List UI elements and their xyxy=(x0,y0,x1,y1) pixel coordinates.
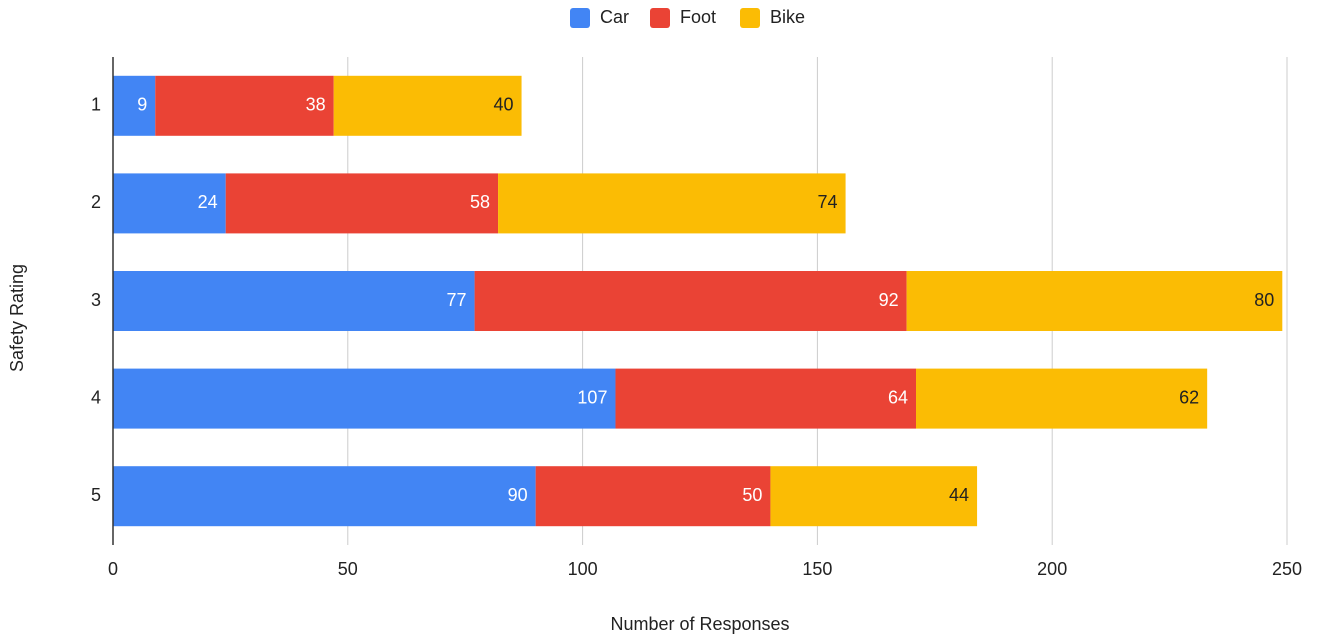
y-tick-label: 2 xyxy=(91,192,101,212)
data-label: 80 xyxy=(1254,290,1274,310)
data-label: 38 xyxy=(306,95,326,115)
data-label: 74 xyxy=(818,192,838,212)
bar-segment xyxy=(113,271,475,331)
x-tick-label: 50 xyxy=(338,559,358,579)
data-label: 62 xyxy=(1179,387,1199,407)
data-label: 58 xyxy=(470,192,490,212)
x-tick-label: 250 xyxy=(1272,559,1302,579)
y-tick-label: 3 xyxy=(91,290,101,310)
bar-segment xyxy=(770,466,978,527)
bar-segment xyxy=(225,173,499,234)
x-tick-label: 0 xyxy=(108,559,118,579)
legend-label: Bike xyxy=(770,7,805,27)
legend-swatch xyxy=(570,8,590,28)
bar-segment xyxy=(155,75,334,136)
y-tick-label: 5 xyxy=(91,485,101,505)
legend-swatch xyxy=(650,8,670,28)
data-label: 50 xyxy=(742,485,762,505)
data-label: 92 xyxy=(879,290,899,310)
bar-segment xyxy=(113,75,156,136)
x-tick-label: 150 xyxy=(802,559,832,579)
data-label: 107 xyxy=(577,387,607,407)
bar-segment xyxy=(498,173,846,234)
bar-segment xyxy=(474,271,907,331)
legend-label: Car xyxy=(600,7,629,27)
y-tick-label: 4 xyxy=(91,387,101,407)
bar-segment xyxy=(906,271,1283,331)
bar-segment xyxy=(535,466,771,527)
data-label: 90 xyxy=(508,485,528,505)
data-label: 40 xyxy=(494,95,514,115)
x-tick-label: 200 xyxy=(1037,559,1067,579)
bar-segment xyxy=(916,368,1208,429)
y-axis-label: Safety Rating xyxy=(7,264,27,372)
bar-segment xyxy=(113,368,616,429)
data-label: 64 xyxy=(888,387,908,407)
bar-segment xyxy=(615,368,917,429)
bar-segment xyxy=(113,466,536,527)
bar-segment xyxy=(113,173,226,234)
x-tick-label: 100 xyxy=(568,559,598,579)
bar-segment xyxy=(333,75,522,136)
legend-label: Foot xyxy=(680,7,716,27)
y-tick-label: 1 xyxy=(91,95,101,115)
data-label: 77 xyxy=(447,290,467,310)
legend-swatch xyxy=(740,8,760,28)
x-axis-label: Number of Responses xyxy=(610,614,789,634)
data-label: 24 xyxy=(198,192,218,212)
data-label: 9 xyxy=(137,95,147,115)
data-label: 44 xyxy=(949,485,969,505)
